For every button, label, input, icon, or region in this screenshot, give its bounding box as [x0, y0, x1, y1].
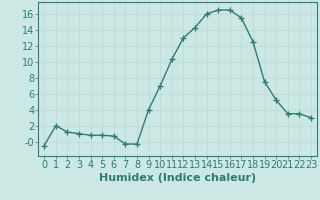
X-axis label: Humidex (Indice chaleur): Humidex (Indice chaleur) — [99, 173, 256, 183]
